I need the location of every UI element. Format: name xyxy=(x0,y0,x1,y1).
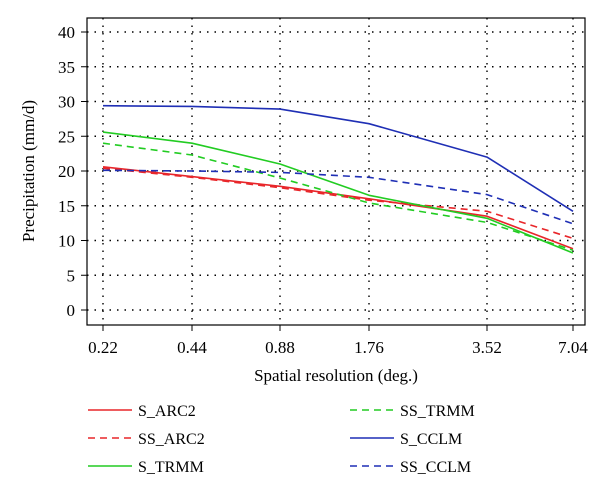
legend-label: S_CCLM xyxy=(400,431,462,448)
y-tick-label: 30 xyxy=(58,93,75,112)
y-tick-label: 25 xyxy=(58,127,75,146)
series-line-ss-arc2 xyxy=(102,167,574,240)
series-line-s-arc2 xyxy=(102,166,574,250)
legend: S_ARC2 SS_ARC2 S_TRMM SS_TRMM S_CCLM SS_CCLM xyxy=(88,403,475,476)
y-tick-label: 35 xyxy=(58,58,75,77)
x-axis-title: Spatial resolution (deg.) xyxy=(254,366,418,385)
series-lines xyxy=(102,104,574,254)
legend-label: SS_TRMM xyxy=(400,403,475,420)
grid xyxy=(87,18,585,325)
x-tick-label: 1.76 xyxy=(354,338,384,357)
y-axis-title: Precipitation (mm/d) xyxy=(19,100,38,242)
y-tick-label: 5 xyxy=(67,266,76,285)
legend-label: SS_CCLM xyxy=(400,459,471,476)
y-axis: 0 5 10 15 20 25 30 35 40 xyxy=(58,23,87,320)
series-line-ss-trmm xyxy=(102,142,574,251)
series-line-ss-cclm xyxy=(102,169,574,225)
legend-label: S_TRMM xyxy=(138,459,204,476)
x-tick-label: 7.04 xyxy=(558,338,588,357)
series-line-s-trmm xyxy=(102,131,574,254)
x-tick-label: 3.52 xyxy=(472,338,502,357)
y-tick-label: 0 xyxy=(67,301,76,320)
series-line-s-cclm xyxy=(102,104,574,212)
x-tick-label: 0.88 xyxy=(265,338,295,357)
x-tick-label: 0.22 xyxy=(88,338,118,357)
x-axis: 0.22 0.44 0.88 1.76 3.52 7.04 xyxy=(88,325,588,357)
x-tick-label: 0.44 xyxy=(177,338,207,357)
legend-label: SS_ARC2 xyxy=(138,431,205,448)
y-tick-label: 40 xyxy=(58,23,75,42)
y-tick-label: 20 xyxy=(58,162,75,181)
legend-label: S_ARC2 xyxy=(138,403,196,420)
y-tick-label: 15 xyxy=(58,197,75,216)
y-tick-label: 10 xyxy=(58,232,75,251)
